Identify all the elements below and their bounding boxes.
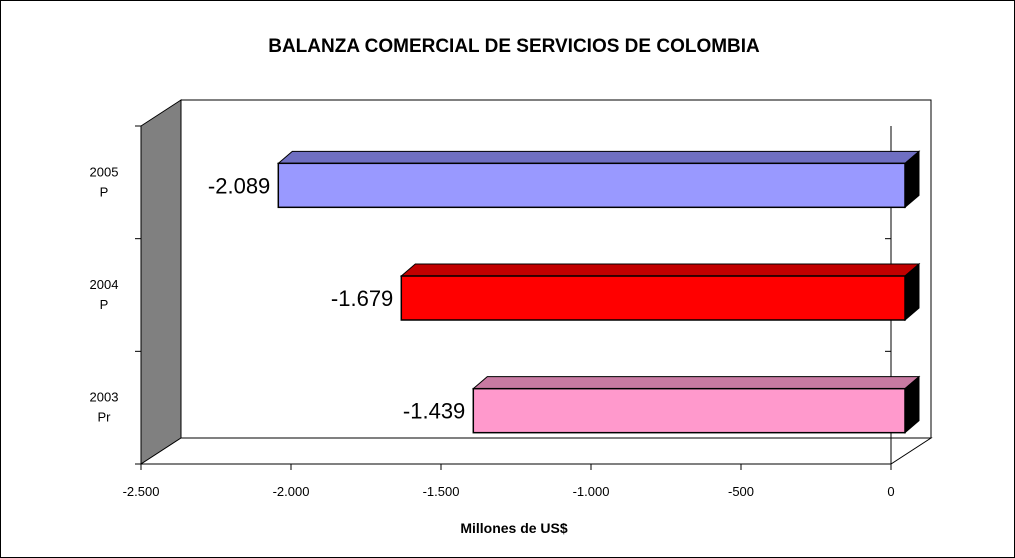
bar-front-face bbox=[277, 162, 906, 209]
category-label: 2004 bbox=[90, 277, 119, 292]
x-tick-label: -2.500 bbox=[123, 484, 160, 499]
bar-front-face bbox=[472, 387, 906, 434]
bar: -2.089 bbox=[208, 150, 921, 209]
category-label: 2005 bbox=[90, 164, 119, 179]
category-label-suffix: P bbox=[100, 184, 109, 199]
bar: -1.679 bbox=[331, 262, 921, 322]
category-labels: 2005 P 2004 P 2003 Pr bbox=[90, 164, 119, 424]
category-label-suffix: P bbox=[100, 297, 109, 312]
x-tick-label: -2.000 bbox=[273, 484, 310, 499]
bar-top-face bbox=[471, 376, 921, 390]
bar: -1.439 bbox=[403, 375, 921, 434]
bar-value-label: -2.089 bbox=[208, 173, 270, 198]
x-tick-label: -1.500 bbox=[423, 484, 460, 499]
bar-value-label: -1.679 bbox=[331, 286, 393, 311]
side-wall bbox=[140, 99, 182, 465]
x-axis-label: Millones de US$ bbox=[460, 520, 568, 536]
x-tick-label: -500 bbox=[728, 484, 754, 499]
bars: -2.089 -1.679 -1.439 bbox=[208, 150, 921, 434]
bar-top-face bbox=[399, 263, 921, 277]
bar-front-face bbox=[400, 275, 906, 321]
category-label-suffix: Pr bbox=[98, 410, 112, 425]
category-label: 2003 bbox=[90, 390, 119, 405]
x-tick-label: -1.000 bbox=[573, 484, 610, 499]
chart-title: BALANZA COMERCIAL DE SERVICIOS DE COLOMB… bbox=[268, 36, 760, 57]
bar-top-face bbox=[276, 150, 921, 164]
y-axis-ticks bbox=[135, 125, 891, 465]
floor bbox=[139, 437, 933, 465]
bar-value-label: -1.439 bbox=[403, 399, 465, 424]
x-axis-ticks: -2.500 -2.000 -1.500 -1.000 -500 0 bbox=[123, 464, 895, 499]
x-tick-label: 0 bbox=[887, 484, 894, 499]
